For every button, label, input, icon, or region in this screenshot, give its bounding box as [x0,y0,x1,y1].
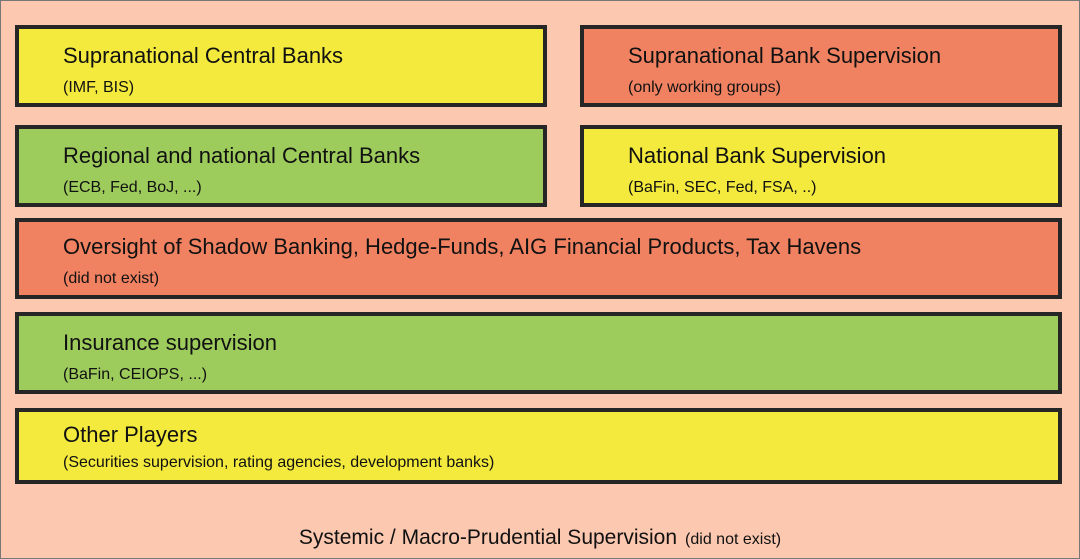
footer: Systemic / Macro-Prudential Supervision (… [1,526,1079,550]
box-title: Other Players [63,422,198,447]
box-subtitle: (Securities supervision, rating agencies… [63,454,495,471]
footer-note: (did not exist) [685,531,782,548]
box-title: National Bank Supervision [628,143,887,168]
box-title: Oversight of Shadow Banking, Hedge-Funds… [63,234,862,259]
box-subtitle: (BaFin, SEC, Fed, FSA, ..) [628,179,817,196]
box: Insurance supervision (BaFin, CEIOPS, ..… [15,312,1062,394]
box-subtitle: (ECB, Fed, BoJ, ...) [63,179,202,196]
box: National Bank Supervision (BaFin, SEC, F… [580,125,1062,207]
box: Supranational Bank Supervision (only wor… [580,25,1062,107]
box-title: Regional and national Central Banks [63,143,421,168]
box-subtitle: (IMF, BIS) [63,79,135,96]
box: Oversight of Shadow Banking, Hedge-Funds… [15,218,1062,299]
box: Supranational Central Banks (IMF, BIS) [15,25,547,107]
box-title: Insurance supervision [63,330,278,355]
box-title: Supranational Bank Supervision [628,43,942,68]
box-title: Supranational Central Banks [63,43,344,68]
box-subtitle: (only working groups) [628,79,781,96]
box: Regional and national Central Banks (ECB… [15,125,547,207]
box-subtitle: (BaFin, CEIOPS, ...) [63,366,208,383]
footer-title: Systemic / Macro-Prudential Supervision [298,526,678,549]
box-subtitle: (did not exist) [63,270,160,287]
box: Other Players (Securities supervision, r… [15,408,1062,484]
